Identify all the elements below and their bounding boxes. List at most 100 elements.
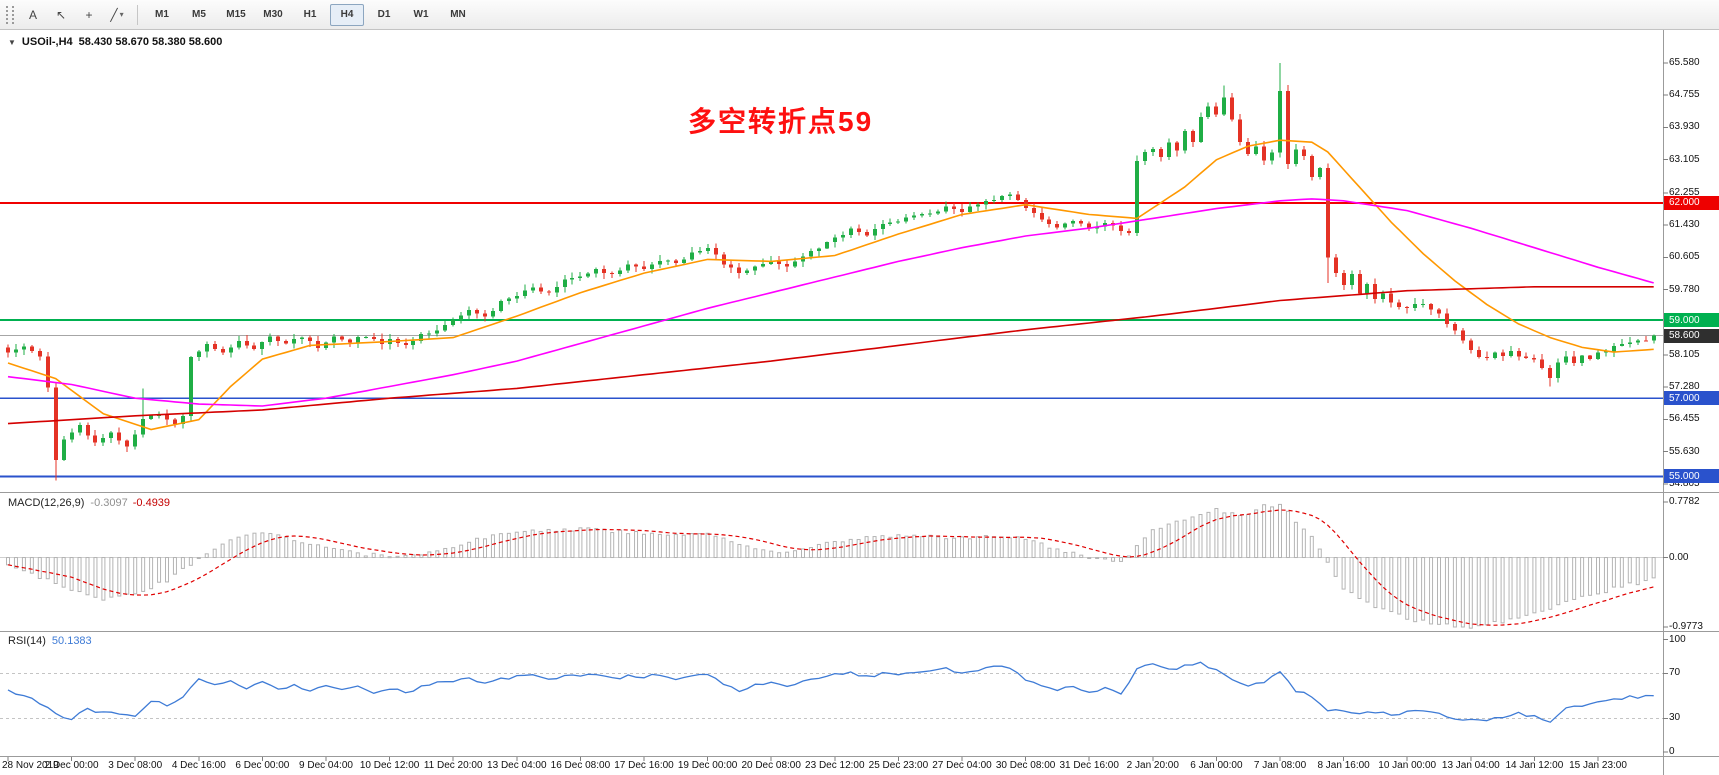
- macd-histogram-bar: [1325, 557, 1330, 563]
- macd-histogram-bar: [1341, 557, 1346, 590]
- macd-histogram-bar: [816, 543, 821, 559]
- macd-histogram-bar: [546, 528, 551, 559]
- time-axis-label: 16 Dec 08:00: [550, 760, 611, 771]
- macd-histogram-bar: [1103, 557, 1108, 560]
- macd-histogram-bar: [1429, 557, 1434, 625]
- price-tag-57.000: 57.000: [1664, 391, 1719, 406]
- macd-histogram-bar: [944, 538, 949, 559]
- price-axis-label: 61.430: [1669, 219, 1700, 231]
- timeframe-button-m30[interactable]: M30: [263, 9, 283, 20]
- macd-histogram-bar: [761, 549, 766, 559]
- line-studies-dropdown-button[interactable]: ╱ ▾: [110, 7, 124, 22]
- price-axis[interactable]: 65.580 64.755 63.930 63.105 62.255 61.430 60.6…: [1664, 0, 1719, 775]
- macd-histogram-bar: [983, 535, 988, 559]
- macd-histogram-bar: [1643, 557, 1648, 582]
- timeframe-button-d1[interactable]: D1: [377, 9, 391, 20]
- macd-histogram-bar: [411, 554, 416, 559]
- macd-histogram-bar: [1055, 548, 1060, 559]
- macd-histogram-bar: [1627, 557, 1632, 584]
- macd-histogram-bar: [713, 535, 718, 559]
- macd-histogram-bar: [538, 530, 543, 559]
- macd-histogram-bar: [260, 532, 265, 559]
- macd-histogram-bar: [562, 528, 567, 559]
- macd-axis-label: 0.7782: [1669, 496, 1700, 508]
- macd-histogram-bar: [1206, 511, 1211, 559]
- macd-histogram-bar: [737, 543, 742, 559]
- time-axis[interactable]: 28 Nov 2019 2 Dec 00:00 3 Dec 08:00 4 Dec 1…: [0, 757, 1663, 775]
- timeframe-button-w1[interactable]: W1: [413, 9, 429, 20]
- chart-annotation-text[interactable]: 多空转折点59: [688, 106, 874, 137]
- macd-histogram-bar: [13, 557, 18, 569]
- macd-histogram-bar: [1452, 557, 1457, 628]
- macd-histogram-bar: [665, 534, 670, 559]
- macd-histogram-bar: [1007, 537, 1012, 559]
- rsi-indicator-header: RSI(14) 50.1383: [8, 635, 92, 647]
- chart-symbol-header: ▼ USOil-,H4 58.430 58.670 58.380 58.600: [8, 36, 222, 48]
- macd-histogram-bar: [1079, 554, 1084, 559]
- timeframe-button-m15[interactable]: M15: [226, 9, 246, 20]
- timeframe-button-h1[interactable]: H1: [303, 9, 317, 20]
- macd-histogram-bar: [729, 541, 734, 559]
- macd-histogram-bar: [1572, 557, 1577, 600]
- macd-histogram-bar: [657, 533, 662, 559]
- macd-histogram-bar: [1087, 557, 1092, 560]
- symbol-name: USOil-,H4: [21, 36, 73, 48]
- macd-histogram-bar: [1484, 557, 1489, 626]
- macd-histogram-bar: [1564, 557, 1569, 602]
- timeframe-button-m1[interactable]: M1: [155, 9, 169, 20]
- macd-histogram-bar: [848, 538, 853, 559]
- macd-histogram-bar: [220, 543, 225, 559]
- macd-histogram-bar: [578, 527, 583, 559]
- rsi-axis-label: 70: [1669, 667, 1681, 679]
- macd-histogram-bar: [864, 536, 869, 559]
- macd-histogram-bar: [77, 557, 82, 593]
- macd-histogram-bar: [1476, 557, 1481, 627]
- price-axis-label: 59.780: [1669, 283, 1700, 295]
- macd-histogram-bar: [117, 557, 122, 597]
- macd-histogram-bar: [554, 530, 559, 559]
- macd-histogram-bar: [1532, 557, 1537, 614]
- timeframe-button-m5[interactable]: M5: [192, 9, 206, 20]
- price-axis-label: 58.105: [1669, 349, 1700, 360]
- macd-histogram-bar: [45, 557, 50, 580]
- price-axis-label: 60.605: [1669, 251, 1700, 263]
- price-axis-label: 55.630: [1669, 445, 1700, 457]
- rsi-indicator: [0, 661, 1663, 723]
- time-axis-label: 27 Dec 04:00: [932, 760, 992, 771]
- macd-histogram-bar: [952, 537, 957, 559]
- macd-histogram-bar: [1365, 557, 1370, 603]
- text-label-tool-button[interactable]: A: [28, 7, 37, 22]
- macd-histogram-bar: [1460, 557, 1465, 628]
- macd-histogram-bar: [101, 557, 106, 601]
- cursor-tool-button[interactable]: ↖: [55, 7, 67, 22]
- time-axis-label: 3 Dec 08:00: [108, 760, 163, 771]
- price-axis-label: 65.580: [1669, 56, 1700, 68]
- macd-histogram-bar: [967, 538, 972, 559]
- toolbar-gripper[interactable]: [6, 5, 14, 24]
- timeframe-button-h4[interactable]: H4: [330, 3, 364, 26]
- macd-histogram-bar: [808, 547, 813, 559]
- chart-menu-marker[interactable]: ▼: [8, 37, 16, 47]
- time-axis-label: 6 Dec 00:00: [235, 760, 290, 771]
- macd-indicator: [0, 503, 1663, 629]
- macd-histogram-bar: [1619, 557, 1624, 588]
- macd-histogram-bar: [888, 536, 893, 559]
- timeframe-button-mn[interactable]: MN: [450, 9, 466, 20]
- macd-histogram-bar: [1421, 557, 1426, 621]
- price-tag-55.000: 55.000: [1664, 469, 1719, 484]
- macd-histogram-bar: [1580, 557, 1585, 597]
- macd-histogram-bar: [21, 557, 26, 572]
- macd-histogram-bar: [745, 545, 750, 559]
- price-tag-58.600: 58.600: [1664, 328, 1719, 343]
- macd-histogram-bar: [721, 537, 726, 559]
- macd-histogram-bar: [1333, 557, 1338, 577]
- macd-histogram-bar: [912, 534, 917, 559]
- macd-histogram-bar: [308, 543, 313, 559]
- macd-histogram-bar: [490, 534, 495, 559]
- crosshair-tool-button[interactable]: +: [85, 7, 93, 22]
- macd-histogram-bar: [1214, 508, 1219, 559]
- time-axis-label: 17 Dec 16:00: [614, 760, 674, 771]
- macd-histogram-bar: [204, 553, 209, 559]
- macd-histogram-bar: [649, 532, 654, 559]
